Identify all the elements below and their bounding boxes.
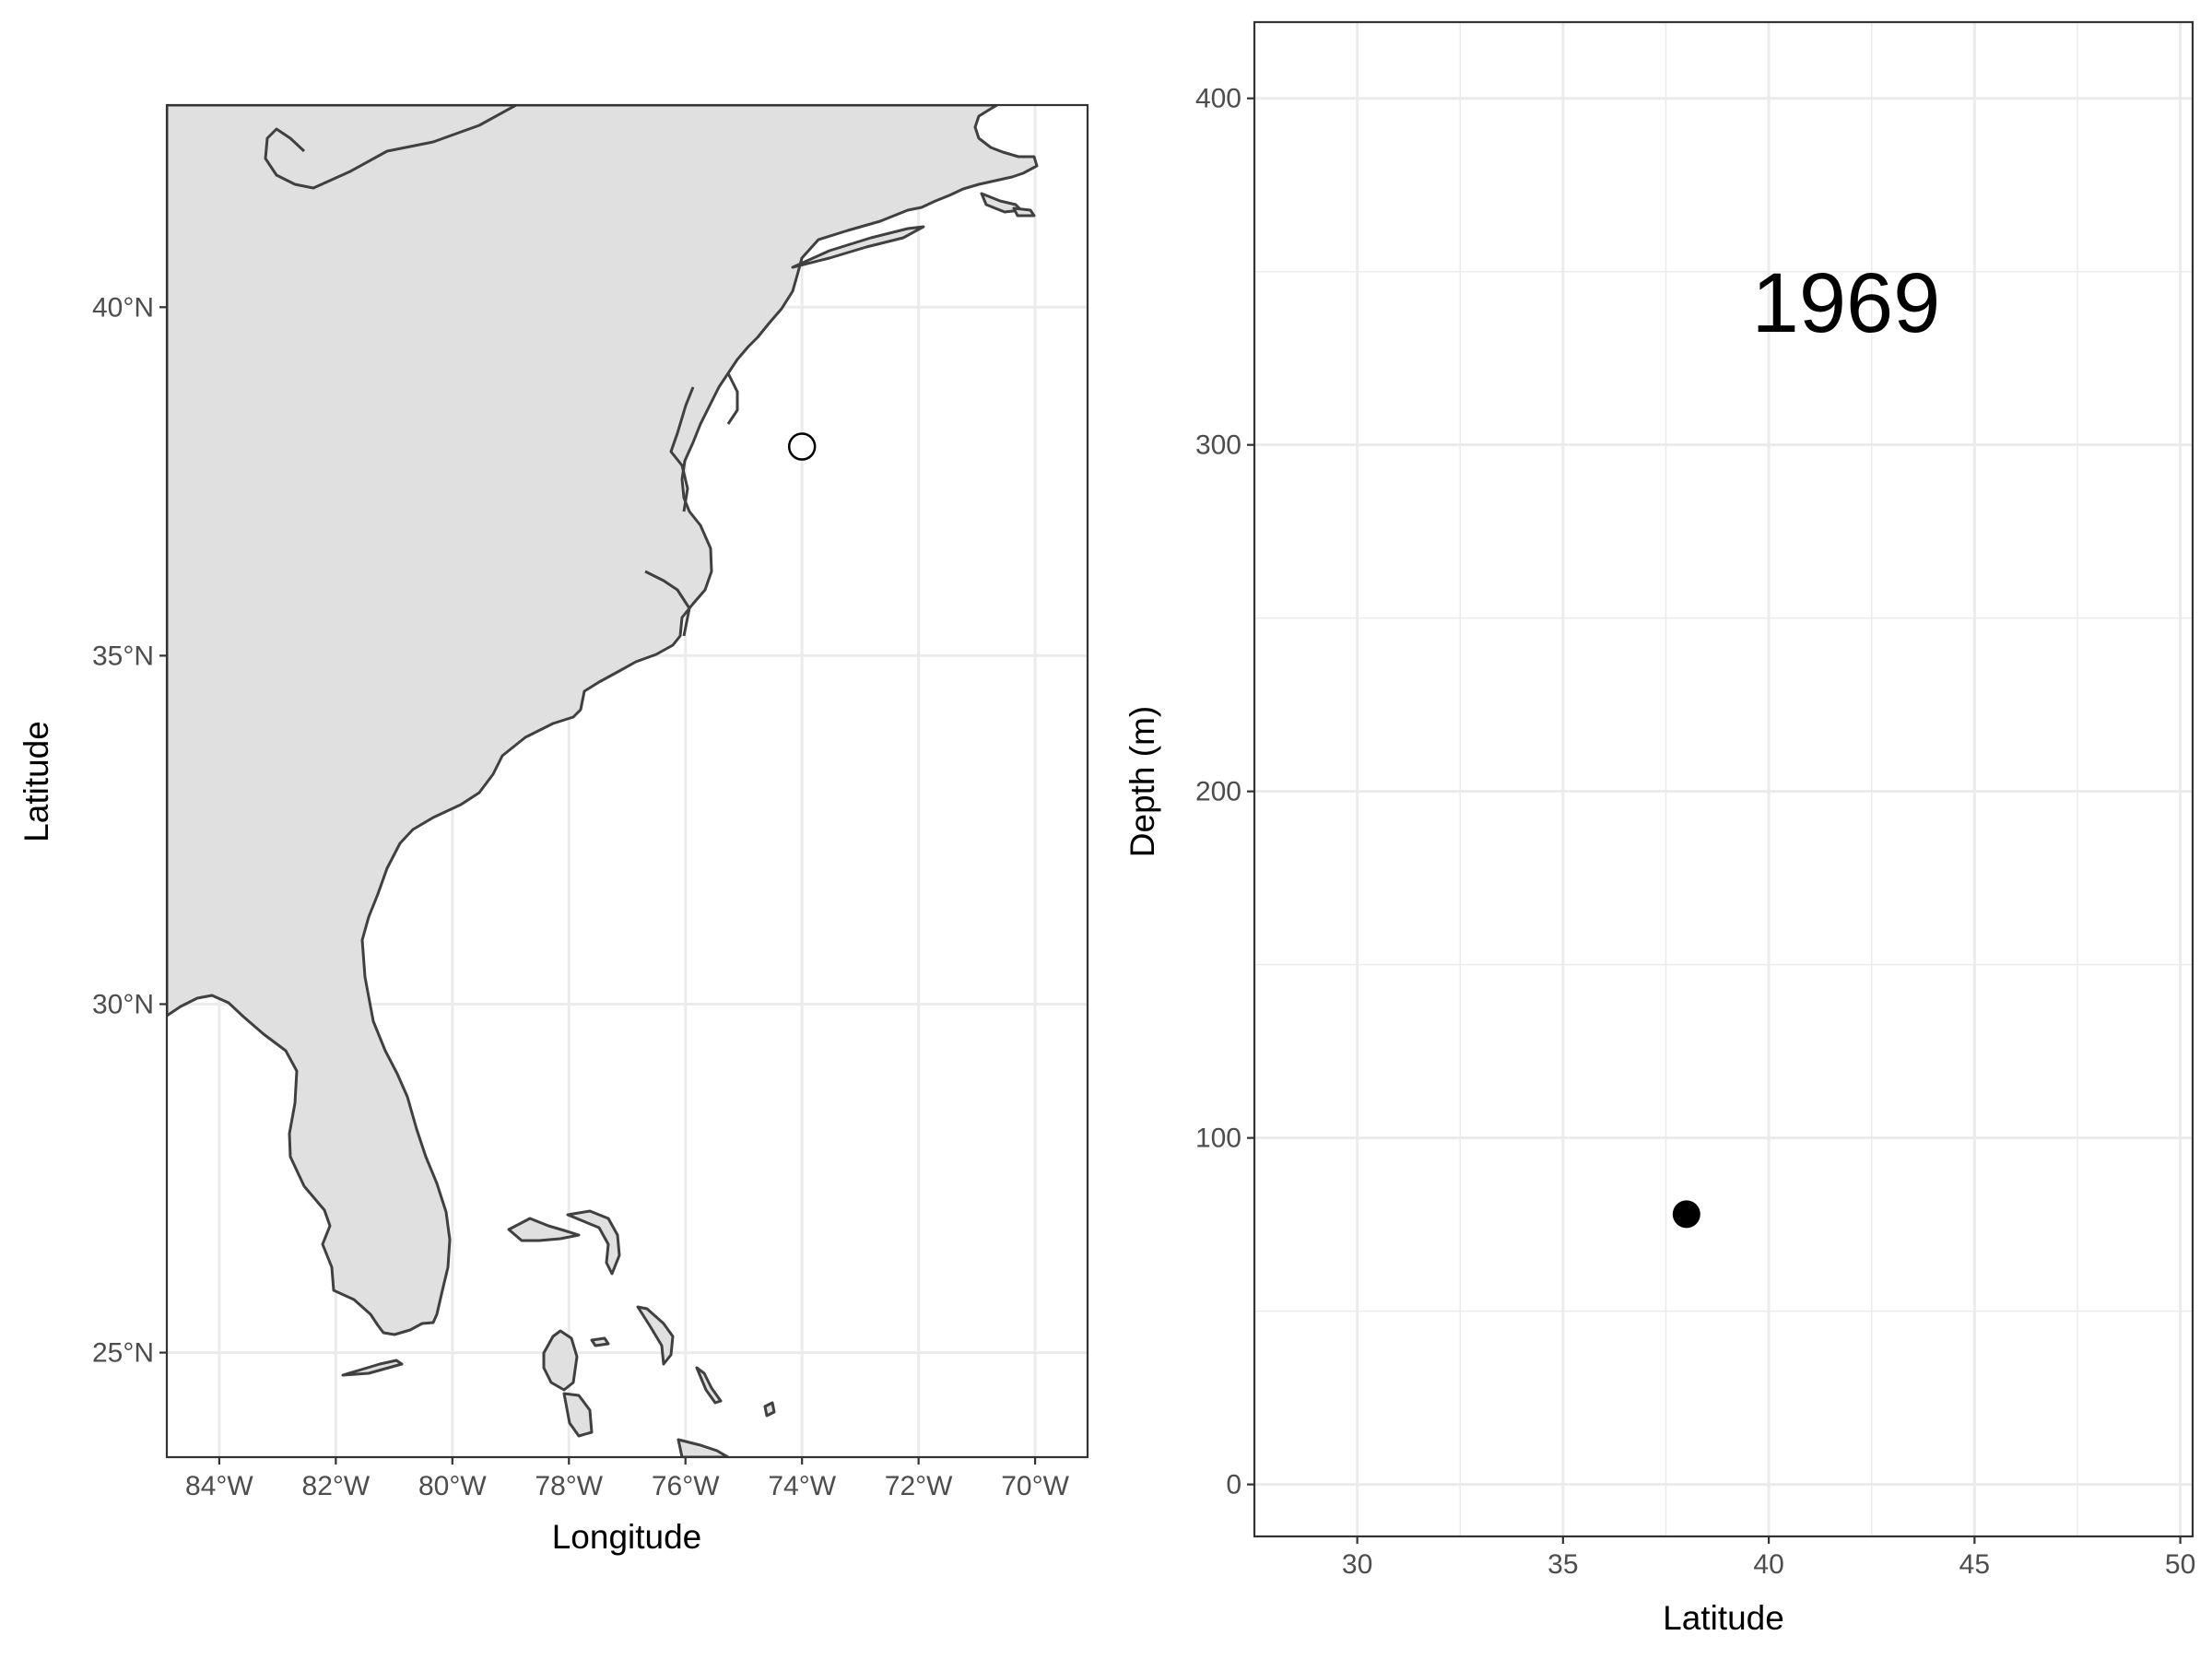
island-andros-south — [562, 1392, 594, 1438]
island-small-2 — [763, 1401, 776, 1418]
depth-y-tick-label: 400 — [1195, 84, 1241, 114]
depth-y-axis-title: Depth (m) — [1124, 706, 1161, 857]
island-nantucket — [1012, 206, 1036, 218]
map-y-tick-label: 35°N — [92, 641, 154, 671]
depth-x-tick-label: 45 — [1959, 1549, 1990, 1580]
depth-panel: 1969 30 35 40 45 50 0 100 200 300 400 Latitude D… — [1124, 20, 2195, 1637]
depth-y-tick-label: 200 — [1195, 777, 1241, 807]
depth-x-tick-label: 50 — [2165, 1549, 2195, 1580]
map-panel-border — [165, 103, 1089, 1459]
map-y-tick-label: 30°N — [92, 989, 154, 1019]
map-x-tick-label: 72°W — [885, 1471, 953, 1501]
map-x-tick-label: 76°W — [652, 1471, 720, 1501]
map-x-tick-label: 82°W — [302, 1471, 371, 1501]
year-annotation: 1969 — [1752, 256, 1941, 350]
mainland-landmass — [167, 105, 1039, 1336]
island-exumas — [695, 1366, 723, 1405]
depth-y-axis: 0 100 200 300 400 — [1195, 84, 1254, 1500]
depth-x-tick-label: 30 — [1342, 1549, 1372, 1580]
map-sample-point — [787, 432, 817, 461]
map-x-tick-label: 80°W — [418, 1471, 487, 1501]
island-long-island-bahamas — [677, 1438, 730, 1457]
great-lakes-outline — [264, 105, 517, 190]
island-small-1 — [590, 1336, 610, 1347]
map-y-tick-label: 40°N — [92, 292, 154, 323]
map-x-tick-label: 78°W — [535, 1471, 603, 1501]
island-cay-sal — [341, 1359, 404, 1377]
long-island — [791, 225, 925, 269]
pamlico-sound — [644, 570, 691, 637]
island-abaco — [566, 1209, 621, 1276]
depth-plot-background — [1254, 22, 2193, 1536]
map-points — [787, 432, 817, 461]
depth-y-tick-label: 300 — [1195, 430, 1241, 461]
depth-grid — [1254, 22, 2193, 1536]
map-x-tick-label: 84°W — [185, 1471, 253, 1501]
depth-x-axis: 30 35 40 45 50 — [1342, 1536, 2195, 1580]
depth-x-tick-label: 35 — [1547, 1549, 1578, 1580]
map-panel: 84°W 82°W 80°W 78°W 76°W 74°W 72°W 70°W 25°N 30°… — [18, 103, 1089, 1556]
map-basemap — [167, 105, 1039, 1457]
map-x-tick-label: 70°W — [1001, 1471, 1069, 1501]
map-y-axis: 25°N 30°N 35°N 40°N — [92, 292, 167, 1369]
map-x-axis-title: Longitude — [552, 1518, 702, 1556]
delaware-bay — [726, 372, 739, 425]
depth-sample-point — [1672, 1200, 1700, 1229]
depth-x-axis-title: Latitude — [1663, 1599, 1784, 1637]
island-eleuthera — [636, 1305, 675, 1366]
depth-y-tick-label: 0 — [1226, 1470, 1241, 1500]
island-grand-bahama — [507, 1217, 581, 1242]
map-x-axis: 84°W 82°W 80°W 78°W 76°W 74°W 72°W 70°W — [185, 1457, 1070, 1501]
island-andros — [542, 1329, 579, 1392]
depth-y-tick-label: 100 — [1195, 1124, 1241, 1154]
map-y-axis-title: Latitude — [18, 721, 55, 842]
chesapeake-bay — [669, 386, 695, 512]
map-y-tick-label: 25°N — [92, 1338, 154, 1369]
map-x-tick-label: 74°W — [768, 1471, 836, 1501]
depth-points — [1672, 1200, 1700, 1229]
depth-panel-border — [1253, 20, 2194, 1538]
depth-x-tick-label: 40 — [1753, 1549, 1783, 1580]
